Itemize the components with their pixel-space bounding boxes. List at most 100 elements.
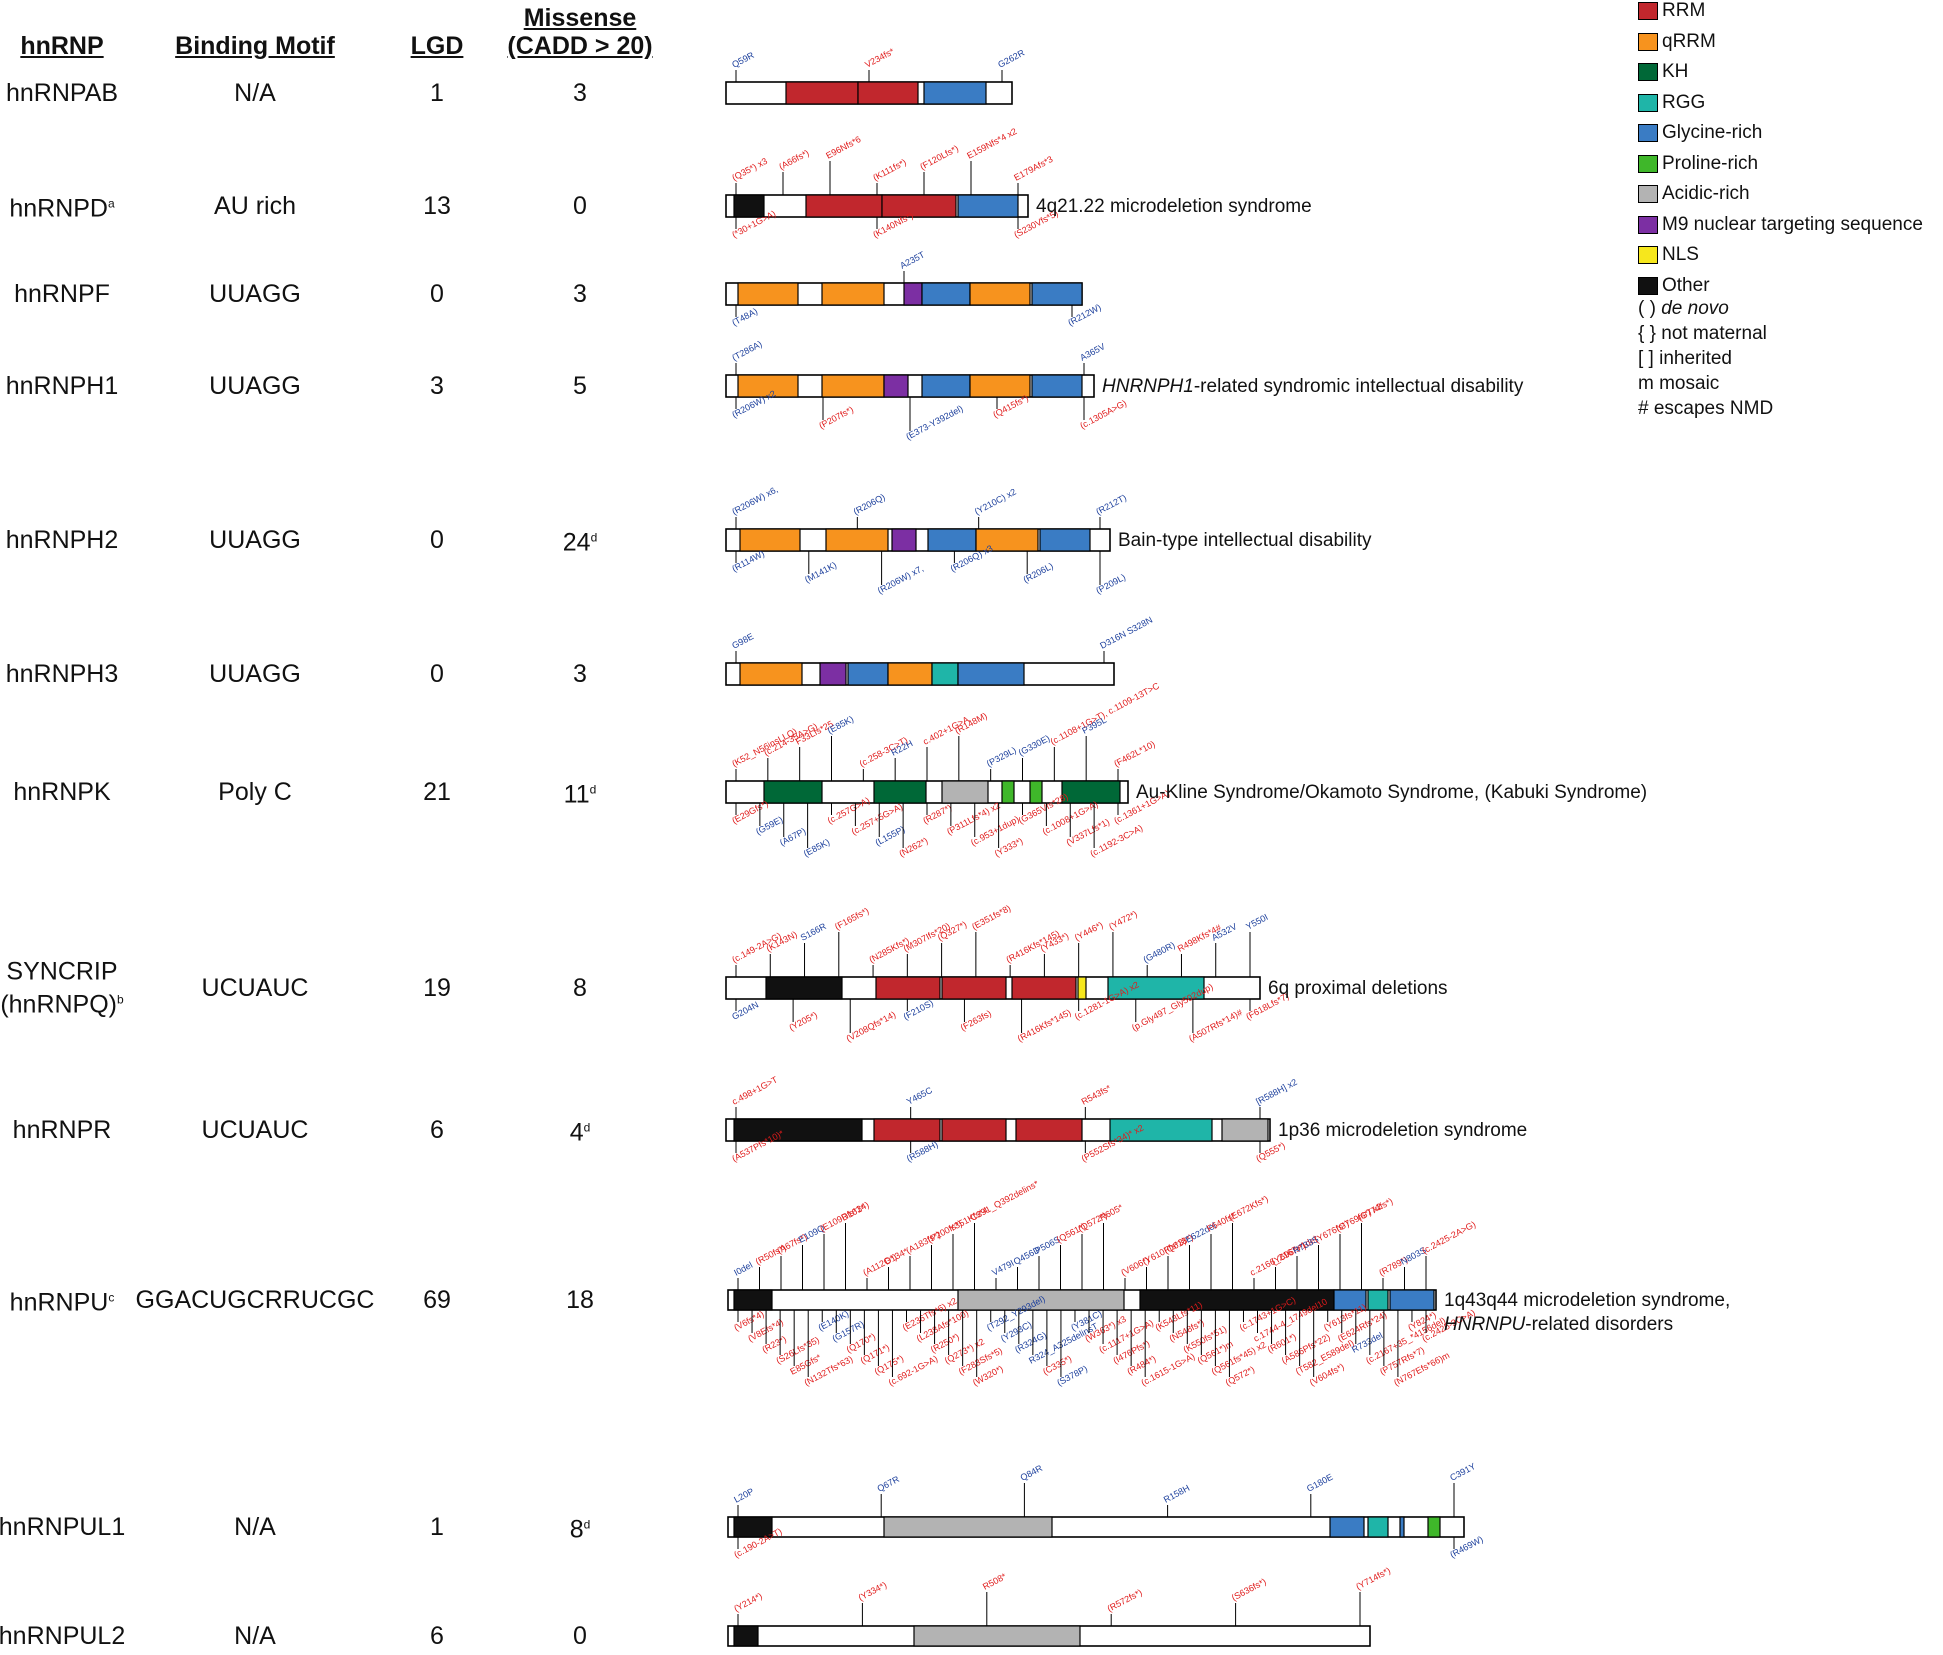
mutation-label: G180E (1305, 1472, 1334, 1494)
mutation-label: (F120Lfs*) (918, 143, 960, 172)
protein-bar (725, 976, 1261, 1000)
mutation-label: Y465C (905, 1085, 934, 1107)
mutation-label: (P209L) (1094, 572, 1127, 596)
mutation-label: (Q555*) (1254, 1140, 1287, 1164)
mutation-label: (G330E) (1017, 733, 1052, 758)
mutation-label: (P329L) (985, 745, 1018, 769)
mutation-label: (T292_Y293del) (985, 1294, 1047, 1333)
protein-bar (725, 374, 1095, 398)
mutation-label: (R50fs*) (754, 1242, 788, 1266)
mutation-label: (G59E) (754, 814, 784, 836)
mutation-label: L20P (732, 1486, 755, 1505)
mutation-label: (G480R) (1141, 940, 1176, 965)
mutation-label: (Q618*) (1162, 1232, 1195, 1256)
syndrome-label: 4q21.22 microdeletion syndrome (1036, 196, 1312, 217)
lgd-count: 6 (430, 1622, 444, 1650)
mutation-label: A532V (1210, 921, 1239, 943)
mutation-label: (Y334*) (857, 1580, 889, 1603)
legend-swatch (1638, 246, 1658, 264)
domain-m9 (819, 662, 847, 686)
mutation-label: (A112G*) (861, 1252, 898, 1278)
mutation-label: (Q327*) (936, 919, 969, 943)
mutation-label: (Y210C) x2 (973, 487, 1018, 517)
mutation-label: D316N S328N (1098, 615, 1154, 651)
mutation-label: (Q572*) (1224, 1364, 1257, 1388)
mutation-label: (K550fs*51) (1182, 1324, 1229, 1355)
domain-glycine (1329, 1516, 1365, 1538)
syndrome-label-line2: HNRNPU-related disorders (1444, 1314, 1673, 1335)
legend-item: Other (1638, 275, 1710, 297)
mutation-label: P395L (1080, 715, 1108, 736)
binding-motif: N/A (234, 1513, 276, 1541)
domain-acidic (913, 1625, 1081, 1647)
legend-swatch (1638, 63, 1658, 81)
lgd-count: 69 (423, 1286, 451, 1314)
legend-label: qRRM (1662, 30, 1716, 52)
mutation-label: (S378P) (1055, 1363, 1089, 1387)
mutation-label: (c.2167+35_*4156del) (1364, 1315, 1447, 1366)
domain-acidic (957, 1289, 1125, 1311)
mutation-label: c.2166_2167+1del (1248, 1234, 1318, 1278)
mutation-label: V479I (990, 1258, 1015, 1278)
mutation-label: c.402+1G>A (921, 714, 970, 747)
mutation-label: (P757Rfs*7) (1378, 1345, 1426, 1377)
mutation-label: E179Afs*3 (1012, 154, 1054, 183)
binding-motif: GGACUGCRRUCGC (135, 1286, 375, 1314)
mutation-label: (A66fs*) (777, 148, 810, 172)
mutation-label: (R206W) x7, (876, 563, 925, 596)
mutation-label: (N285Kfs*) (867, 935, 911, 964)
mutation-label: R498Kfs*4# (1176, 922, 1223, 953)
gene-name: hnRNPH2 (5, 526, 119, 554)
mutation-label: G204N (730, 1000, 760, 1022)
mutation-label: (S230Vfs*5) (1012, 208, 1060, 240)
mutation-label: R733del (1350, 1330, 1384, 1355)
domain-rgg (1367, 1289, 1389, 1311)
domain-other (733, 1118, 863, 1142)
mutation-label: c.1744-4_1749del10 (1252, 1296, 1329, 1343)
missense-count: 3 (573, 79, 587, 107)
mutation-label: (K543Lfs*11) (1153, 1300, 1203, 1333)
mutation-label: (R789*) (1377, 1254, 1409, 1277)
mutation-label: (F618Lfs*7) (1244, 991, 1290, 1022)
mutation-label: (*30+1G>A) (730, 208, 777, 239)
mutation-label: (N262*) (897, 835, 929, 858)
domain-other (765, 976, 843, 1000)
binding-motif: UUAGG (209, 372, 301, 400)
mutation-label: (E624Rfs*24) (1336, 1310, 1388, 1344)
mutation-label: (V606*) (1119, 1255, 1151, 1278)
mutation-label: (p.Gly497_Gly502dup) (1130, 981, 1215, 1032)
domain-m9 (883, 374, 909, 398)
syndrome-label: 1q43q44 microdeletion syndrome, (1444, 1290, 1730, 1311)
legend-item: RGG (1638, 92, 1705, 114)
mutation-label: (R206W) x6, (730, 484, 779, 517)
domain-rgg (1367, 1516, 1389, 1538)
mutation-label: (R206W) x2 (730, 388, 777, 419)
mutation-label: (F165fs*) (833, 906, 870, 932)
legend-label: KH (1662, 61, 1689, 82)
mutation-label: (Q561*)m (1196, 1339, 1235, 1366)
missense-count: 3 (573, 280, 587, 308)
mutation-label: (G365Vfs*28) (1017, 791, 1070, 825)
mutation-label: (Q170*) (845, 1331, 878, 1355)
lgd-count: 6 (430, 1116, 444, 1144)
mutation-label: (L238Afs*100) (915, 1308, 971, 1344)
mutation-label: (L155P) (873, 824, 906, 848)
mutation-label: (V337Lfs*1) (1064, 817, 1111, 848)
legend-label: Glycine-rich (1662, 122, 1763, 143)
mutation-label: (E29Gfs*) (730, 798, 770, 825)
mutation-label: G262R (996, 47, 1026, 69)
mutation-label: (c.258-3C>T) (858, 735, 910, 769)
domain-other (1139, 1289, 1335, 1311)
domain-qrrm (825, 528, 889, 552)
mutation-label: (S26Lfs*35) (774, 1335, 821, 1366)
binding-motif: UUAGG (209, 280, 301, 308)
lgd-count: 0 (430, 280, 444, 308)
mutation-label: (Y333*) (993, 836, 1025, 859)
legend-label: Proline-rich (1662, 152, 1759, 174)
mutation-label: (K52_N56insLLQ) (730, 726, 798, 769)
legend-item: Proline-rich (1638, 153, 1758, 175)
mutation-label: (P207fs*) (817, 404, 855, 430)
gene-name: hnRNPK (13, 778, 111, 806)
mutation-label: (c.2425-3C>A) (1420, 1307, 1477, 1343)
mutation-label: (F263fs) (959, 1008, 993, 1033)
